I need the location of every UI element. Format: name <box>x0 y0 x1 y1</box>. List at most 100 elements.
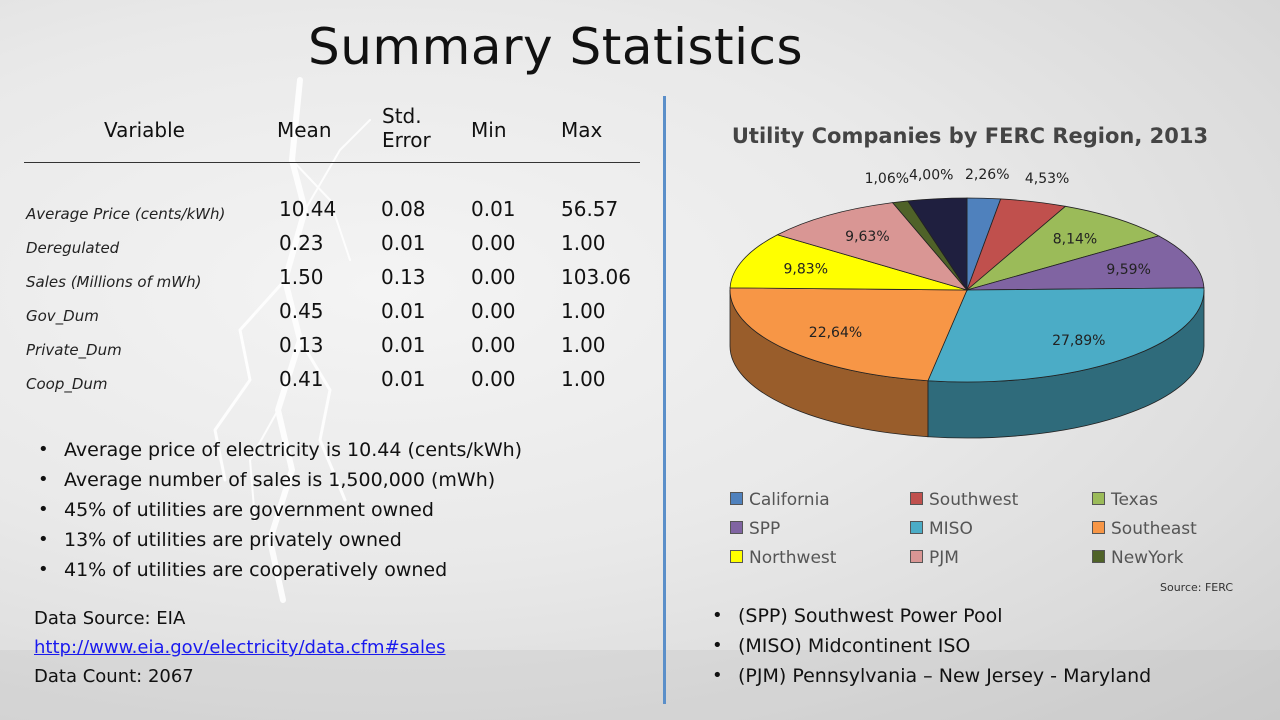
page-title: Summary Statistics <box>308 18 804 76</box>
legend-item-southwest: Southwest <box>910 490 1018 510</box>
cell-mean: 0.13 <box>279 333 324 357</box>
legend-item-pjm: PJM <box>910 548 959 568</box>
cell-min: 0.00 <box>471 231 516 255</box>
summary-table: Variable Mean Std. Error Min Max Average… <box>24 96 640 393</box>
legend-label: PJM <box>929 548 959 568</box>
pie-data-label: 4,53% <box>1025 171 1069 187</box>
bullet-item: Average price of electricity is 10.44 (c… <box>36 437 522 467</box>
cell-mean: 0.45 <box>279 299 324 323</box>
pie-slice-pjm <box>776 202 969 291</box>
chart-source-note: Source: FERC <box>1160 581 1234 594</box>
legend-swatch <box>730 521 743 534</box>
row-label: Average Price (cents/kWh) <box>26 205 226 223</box>
row-label: Deregulated <box>26 239 120 257</box>
cell-min: 0.00 <box>471 367 516 391</box>
pie-data-label: 8,14% <box>1053 232 1097 248</box>
row-label: Gov_Dum <box>26 307 99 325</box>
row-label: Sales (Millions of mWh) <box>26 273 202 291</box>
cell-min: 0.00 <box>471 265 516 289</box>
cell-se: 0.01 <box>381 299 426 323</box>
acronym-item: (MISO) Midcontinent ISO <box>710 633 1151 663</box>
legend-label: Texas <box>1111 490 1158 510</box>
pie-data-label: 2,26% <box>965 167 1009 183</box>
legend-item-california: California <box>730 490 830 510</box>
cell-se: 0.01 <box>381 367 426 391</box>
legend-label: Southwest <box>929 490 1019 510</box>
legend-item-spp: SPP <box>730 519 780 539</box>
cell-max: 103.06 <box>561 265 631 289</box>
cell-max: 1.00 <box>561 231 606 255</box>
table-row: Coop_Dum 0.41 0.01 0.00 1.00 <box>24 365 640 399</box>
source-link[interactable]: http://www.eia.gov/electricity/data.cfm#… <box>34 637 446 658</box>
legend-swatch <box>910 550 923 563</box>
cell-se: 0.13 <box>381 265 426 289</box>
pie-data-label: 27,89% <box>1052 333 1105 349</box>
legend-item-miso: MISO <box>910 519 973 539</box>
data-count: Data Count: 2067 <box>34 666 194 687</box>
header-mean: Mean <box>277 118 332 142</box>
legend-item-southeast: Southeast <box>1092 519 1197 539</box>
cell-mean: 0.41 <box>279 367 324 391</box>
legend-swatch <box>910 521 923 534</box>
legend-label: Southeast <box>1111 519 1197 539</box>
table-row: Average Price (cents/kWh) 10.44 0.08 0.0… <box>24 195 640 229</box>
legend-swatch <box>730 550 743 563</box>
summary-bullets: Average price of electricity is 10.44 (c… <box>36 437 522 587</box>
legend-swatch <box>730 492 743 505</box>
pie-slice-spp <box>966 235 1205 291</box>
data-source: Data Source: EIA http://www.eia.gov/elec… <box>34 604 446 691</box>
header-max: Max <box>561 118 603 142</box>
source-label: Data Source: EIA <box>34 608 186 629</box>
cell-max: 1.00 <box>561 367 606 391</box>
table-header: Variable Mean Std. Error Min Max <box>24 96 640 163</box>
chart-title: Utility Companies by FERC Region, 2013 <box>731 124 1209 148</box>
pie-chart: 2,26% 4,53% 8,14% 9,59% 27,89% 22,64% 9,83% 9,6… <box>729 167 1205 439</box>
pie-data-label: 22,64% <box>809 325 862 341</box>
cell-se: 0.01 <box>381 333 426 357</box>
legend-label: SPP <box>749 519 781 539</box>
header-variable: Variable <box>104 118 185 142</box>
cell-min: 0.01 <box>471 197 516 221</box>
table-row: Private_Dum 0.13 0.01 0.00 1.00 <box>24 331 640 365</box>
acronym-bullets: (SPP) Southwest Power Pool (MISO) Midcon… <box>710 603 1151 693</box>
cell-max: 56.57 <box>561 197 619 221</box>
pie-slice-southeast <box>729 287 968 382</box>
pie-slice-new-england <box>907 197 968 292</box>
cell-min: 0.00 <box>471 333 516 357</box>
row-label: Coop_Dum <box>26 375 108 393</box>
acronym-item: (PJM) Pennsylvania – New Jersey - Maryla… <box>710 663 1151 693</box>
pie-data-label: 9,63% <box>845 229 889 245</box>
legend-label: California <box>749 490 830 510</box>
pie-data-label: 9,59% <box>1106 262 1150 278</box>
bullet-item: 41% of utilities are cooperatively owned <box>36 557 522 587</box>
table-row: Deregulated 0.23 0.01 0.00 1.00 <box>24 229 640 263</box>
cell-mean: 1.50 <box>279 265 324 289</box>
legend-item-texas: Texas <box>1092 490 1158 510</box>
row-label: Private_Dum <box>26 341 122 359</box>
cell-se: 0.08 <box>381 197 426 221</box>
table-row: Sales (Millions of mWh) 1.50 0.13 0.00 1… <box>24 263 640 297</box>
cell-max: 1.00 <box>561 333 606 357</box>
cell-mean: 10.44 <box>279 197 337 221</box>
cell-max: 1.00 <box>561 299 606 323</box>
table-row: Gov_Dum 0.45 0.01 0.00 1.00 <box>24 297 640 331</box>
legend-swatch <box>1092 492 1105 505</box>
legend-label: NewYork <box>1111 548 1184 568</box>
pie-data-label: 1,06% <box>865 171 909 187</box>
bullet-item: 13% of utilities are privately owned <box>36 527 522 557</box>
cell-se: 0.01 <box>381 231 426 255</box>
legend-item-northwest: Northwest <box>730 548 836 568</box>
header-min: Min <box>471 118 507 142</box>
pie-slice-miso <box>927 287 1205 383</box>
acronym-item: (SPP) Southwest Power Pool <box>710 603 1151 633</box>
pie-data-label: 9,83% <box>784 261 828 277</box>
legend-swatch <box>1092 550 1105 563</box>
bullet-item: 45% of utilities are government owned <box>36 497 522 527</box>
legend-item-newyork: NewYork <box>1092 548 1183 568</box>
header-std-error: Std. Error <box>382 104 431 152</box>
legend-label: Northwest <box>749 548 837 568</box>
legend-swatch <box>910 492 923 505</box>
pie-slice-northwest <box>729 234 968 291</box>
vertical-divider <box>663 96 666 704</box>
pie-slice-texas <box>966 205 1160 291</box>
